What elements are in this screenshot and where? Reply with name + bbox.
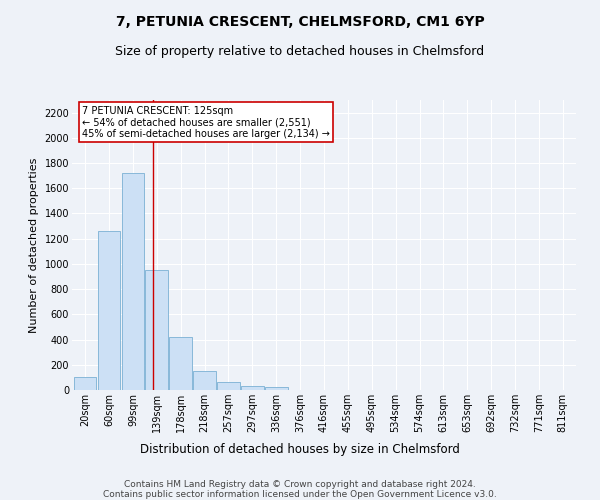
Text: 7, PETUNIA CRESCENT, CHELMSFORD, CM1 6YP: 7, PETUNIA CRESCENT, CHELMSFORD, CM1 6YP	[116, 15, 484, 29]
Text: Distribution of detached houses by size in Chelmsford: Distribution of detached houses by size …	[140, 442, 460, 456]
Bar	[98, 230, 121, 390]
Text: Contains HM Land Registry data © Crown copyright and database right 2024.
Contai: Contains HM Land Registry data © Crown c…	[103, 480, 497, 500]
Bar	[122, 172, 144, 390]
Bar	[241, 386, 263, 390]
Text: 7 PETUNIA CRESCENT: 125sqm
← 54% of detached houses are smaller (2,551)
45% of s: 7 PETUNIA CRESCENT: 125sqm ← 54% of deta…	[82, 106, 330, 139]
Bar	[217, 382, 240, 390]
Bar	[265, 388, 287, 390]
Y-axis label: Number of detached properties: Number of detached properties	[29, 158, 39, 332]
Bar	[193, 371, 216, 390]
Bar	[169, 337, 192, 390]
Bar	[74, 378, 97, 390]
Bar	[145, 270, 168, 390]
Text: Size of property relative to detached houses in Chelmsford: Size of property relative to detached ho…	[115, 45, 485, 58]
